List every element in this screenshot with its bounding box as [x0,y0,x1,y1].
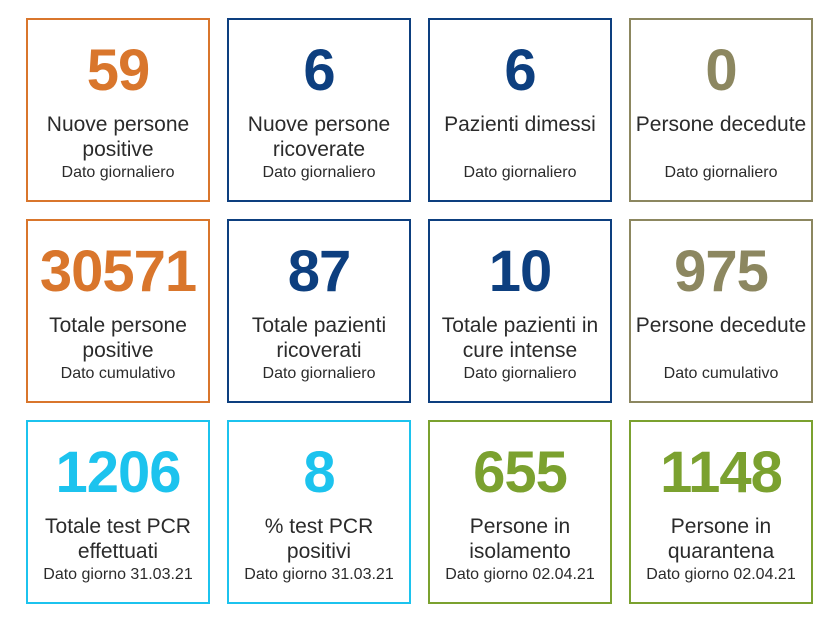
tile-label: Totale persone positive [49,314,187,362]
tile-value: 1206 [55,440,181,505]
tile-subtitle: Dato giornaliero [664,164,778,181]
tile-label: Persone in isolamento [469,515,571,563]
tile-value: 655 [473,440,568,505]
tile-subtitle: Dato giornaliero [463,365,577,382]
tile-subtitle: Dato cumulativo [663,365,779,382]
tile-label: Nuove persone ricoverate [247,113,391,161]
tile-total-hospitalized: 87 Totale pazienti ricoverati Dato giorn… [227,219,411,403]
tile-value: 6 [504,38,536,103]
tile-label: % test PCR positivi [264,515,374,563]
tile-label: Totale pazienti in cure intense [441,314,599,362]
tile-subtitle: Dato giorno 31.03.21 [244,566,394,583]
tile-label: Nuove persone positive [46,113,190,161]
tile-intensive-care: 10 Totale pazienti in cure intense Dato … [428,219,612,403]
tile-value: 30571 [39,239,197,304]
tile-isolation: 655 Persone in isolamento Dato giorno 02… [428,420,612,604]
tile-label: Persone decedute [635,314,807,337]
tile-deceased-daily: 0 Persone decedute Dato giornaliero [629,18,813,202]
tile-subtitle: Dato giorno 02.04.21 [646,566,796,583]
tile-pcr-positive-percent: 8 % test PCR positivi Dato giorno 31.03.… [227,420,411,604]
tile-new-positive: 59 Nuove persone positive Dato giornalie… [26,18,210,202]
tile-new-hospitalized: 6 Nuove persone ricoverate Dato giornali… [227,18,411,202]
tile-value: 6 [303,38,335,103]
tile-subtitle: Dato giorno 31.03.21 [43,566,193,583]
tile-discharged: 6 Pazienti dimessi Dato giornaliero [428,18,612,202]
tile-value: 1148 [660,440,783,505]
tile-total-positive: 30571 Totale persone positive Dato cumul… [26,219,210,403]
tile-pcr-tests: 1206 Totale test PCR effettuati Dato gio… [26,420,210,604]
tile-value: 59 [86,38,151,103]
tile-label: Persone decedute [635,113,807,136]
tile-subtitle: Dato giorno 02.04.21 [445,566,595,583]
tile-value: 8 [303,440,335,505]
tile-subtitle: Dato cumulativo [60,365,176,382]
tile-label: Totale test PCR effettuati [45,515,191,563]
tile-subtitle: Dato giornaliero [262,164,376,181]
tile-value: 0 [705,38,737,103]
tile-deceased-cumulative: 975 Persone decedute Dato cumulativo [629,219,813,403]
stats-grid: 59 Nuove persone positive Dato giornalie… [26,18,813,604]
tile-label: Persone in quarantena [667,515,775,563]
tile-label: Pazienti dimessi [444,113,596,136]
tile-subtitle: Dato giornaliero [61,164,175,181]
tile-value: 87 [287,239,352,304]
tile-subtitle: Dato giornaliero [262,365,376,382]
tile-label: Totale pazienti ricoverati [251,314,387,362]
tile-quarantine: 1148 Persone in quarantena Dato giorno 0… [629,420,813,604]
tile-subtitle: Dato giornaliero [463,164,577,181]
tile-value: 10 [488,239,553,304]
tile-value: 975 [674,239,769,304]
